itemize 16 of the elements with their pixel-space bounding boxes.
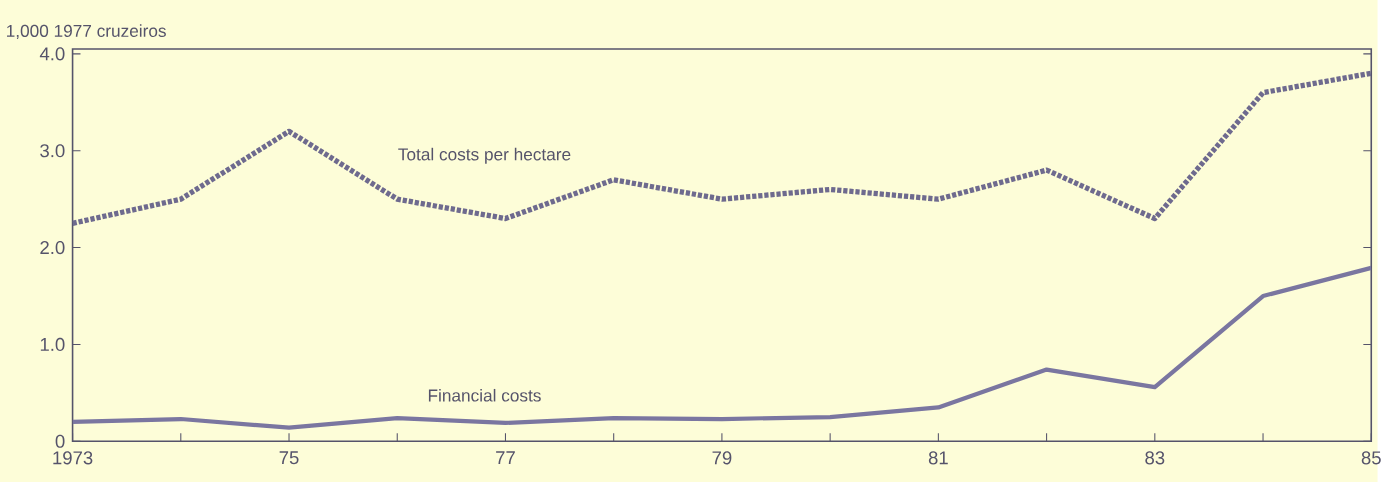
x-tick-label: 77 xyxy=(496,451,515,465)
x-tick-label: 85 xyxy=(1361,451,1381,465)
x-tick-label: 79 xyxy=(712,451,732,465)
y-tick-label: 4.0 xyxy=(39,47,65,61)
y-axis-title: 1,000 1977 cruzeiros xyxy=(7,24,166,40)
x-tick-label: 1973 xyxy=(53,451,93,465)
x-tick-label: 75 xyxy=(279,451,299,465)
y-tick-label: 2.0 xyxy=(40,240,65,255)
series-label: Financial costs xyxy=(428,388,541,402)
series-label: Total costs per hectare xyxy=(398,147,571,164)
y-tick-label: 3.0 xyxy=(40,144,65,158)
line-series xyxy=(72,265,1372,430)
y-tick-label: 1.0 xyxy=(40,337,65,351)
y-tick-label: 0 xyxy=(55,434,65,448)
x-tick-label: 81 xyxy=(928,451,948,465)
x-tick-label: 83 xyxy=(1145,451,1165,465)
